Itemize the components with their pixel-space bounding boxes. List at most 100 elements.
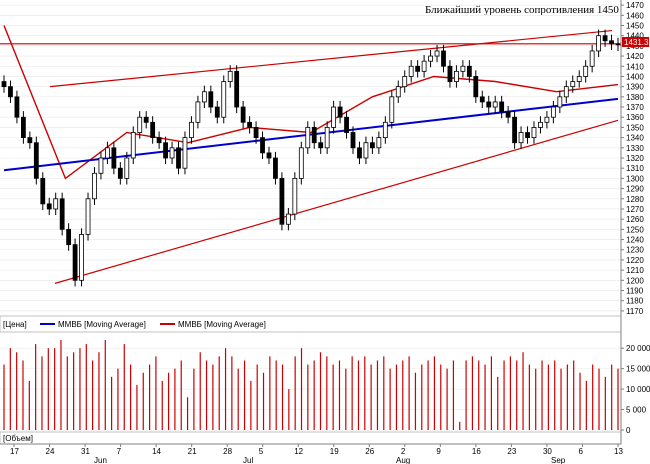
candle-body xyxy=(285,213,291,225)
x-tick-label: 14 xyxy=(152,447,161,456)
candle-body xyxy=(273,157,278,179)
candle-body xyxy=(570,81,576,88)
x-tick-label: 12 xyxy=(294,447,303,456)
candle-body xyxy=(163,142,168,159)
trendline xyxy=(54,119,619,284)
candle-body xyxy=(130,132,136,159)
candle-body xyxy=(305,127,311,149)
x-tick-label: 16 xyxy=(472,447,481,456)
price-tick-label: 1290 xyxy=(626,185,644,194)
price-tick-label: 1370 xyxy=(626,103,644,112)
price-tick-label: 1410 xyxy=(626,62,644,71)
candle-body xyxy=(292,177,298,215)
price-tick-label: 1240 xyxy=(626,236,644,245)
candle-body xyxy=(466,65,472,77)
candle-body xyxy=(182,137,188,169)
candle-body xyxy=(382,121,388,139)
x-tick-label: 13 xyxy=(614,447,623,456)
candle-body xyxy=(512,116,517,144)
candle-body xyxy=(311,127,317,144)
price-tick-label: 1470 xyxy=(626,1,644,10)
candle-body xyxy=(195,101,201,123)
x-tick-label: 9 xyxy=(436,447,441,456)
price-tick-label: 1320 xyxy=(626,154,644,163)
x-tick-label: 24 xyxy=(46,447,55,456)
candle-body xyxy=(525,132,530,139)
price-tick-label: 1270 xyxy=(626,205,644,214)
candle-body xyxy=(596,35,602,52)
price-tick-label: 1360 xyxy=(626,113,644,122)
price-tick-label: 1330 xyxy=(626,144,644,153)
candle-body xyxy=(143,116,149,123)
price-tick-label: 1230 xyxy=(626,246,644,255)
candle-body xyxy=(331,106,337,128)
candle-body xyxy=(1,81,7,88)
price-tick-label: 1450 xyxy=(626,21,644,30)
price-tick-label: 1420 xyxy=(626,52,644,61)
candle-body xyxy=(318,142,324,149)
volume-label-box xyxy=(0,431,622,445)
volume-label: [Объем] xyxy=(3,434,33,443)
chart-title: Ближайший уровень сопротивления 1450 xyxy=(425,4,619,16)
price-tick-label: 1310 xyxy=(626,164,644,173)
candle-body xyxy=(344,116,349,133)
last-price-label: 1431.3 xyxy=(624,38,649,47)
price-tick-label: 1380 xyxy=(626,93,644,102)
price-tick-label: 1210 xyxy=(626,266,644,275)
price-tick-label: 1460 xyxy=(626,11,644,20)
candle-body xyxy=(111,147,117,169)
candle-body xyxy=(137,116,143,133)
candle-body xyxy=(234,70,240,108)
candle-body xyxy=(279,177,285,225)
trendlines xyxy=(0,29,621,284)
candle-body xyxy=(98,157,104,174)
month-label: Jul xyxy=(243,456,253,464)
candle-body xyxy=(544,116,550,123)
candle-body xyxy=(33,142,39,179)
volume-grid xyxy=(0,347,621,431)
x-axis: 17 24 31 7 14 21 28 5 12 19 26 2 9 16 23 30 6 13 Jun Jul Aug… xyxy=(0,443,623,464)
candle-body xyxy=(369,142,375,149)
candle-body xyxy=(260,137,265,154)
candle-body xyxy=(337,106,343,118)
legend: [Цена] ММВБ [Moving Average] ММВБ [Movin… xyxy=(0,315,622,333)
price-tick-label: 1180 xyxy=(626,297,644,306)
candle-body xyxy=(298,147,304,179)
candle-body xyxy=(518,132,524,144)
candle-body xyxy=(395,86,401,98)
candlesticks xyxy=(1,29,621,287)
price-tick-label: 1340 xyxy=(626,134,644,143)
candle-body xyxy=(389,96,395,123)
candle-body xyxy=(609,40,614,45)
candle-body xyxy=(538,121,543,128)
candle-body xyxy=(479,96,485,103)
candle-body xyxy=(350,132,356,149)
legend-ma-blue: ММВБ [Moving Average] xyxy=(58,320,146,329)
volume-tick-label: 15 000 xyxy=(626,365,650,374)
volume-bars xyxy=(3,340,619,430)
candle-body xyxy=(240,106,246,123)
candle-body xyxy=(150,121,156,139)
candle-body xyxy=(563,86,569,98)
last-price-tag-box xyxy=(622,37,649,47)
candle-body xyxy=(421,60,427,72)
candle-body xyxy=(454,70,459,82)
candle-body xyxy=(492,101,498,108)
candle-body xyxy=(357,147,362,159)
candle-body xyxy=(59,198,65,230)
x-tick-label: 23 xyxy=(507,447,516,456)
x-tick-label: 28 xyxy=(223,447,232,456)
candle-body xyxy=(434,50,440,57)
candle-body xyxy=(473,76,479,98)
x-tick-label: 30 xyxy=(543,447,552,456)
x-tick-label: 26 xyxy=(365,447,374,456)
candle-body xyxy=(486,101,492,108)
candle-body xyxy=(602,35,608,42)
legend-price: [Цена] xyxy=(3,320,27,329)
candle-body xyxy=(66,228,72,246)
candle-body xyxy=(408,65,414,77)
candle-body xyxy=(156,137,162,144)
candle-body xyxy=(85,198,91,235)
candle-body xyxy=(46,203,52,210)
candle-body xyxy=(402,76,408,88)
